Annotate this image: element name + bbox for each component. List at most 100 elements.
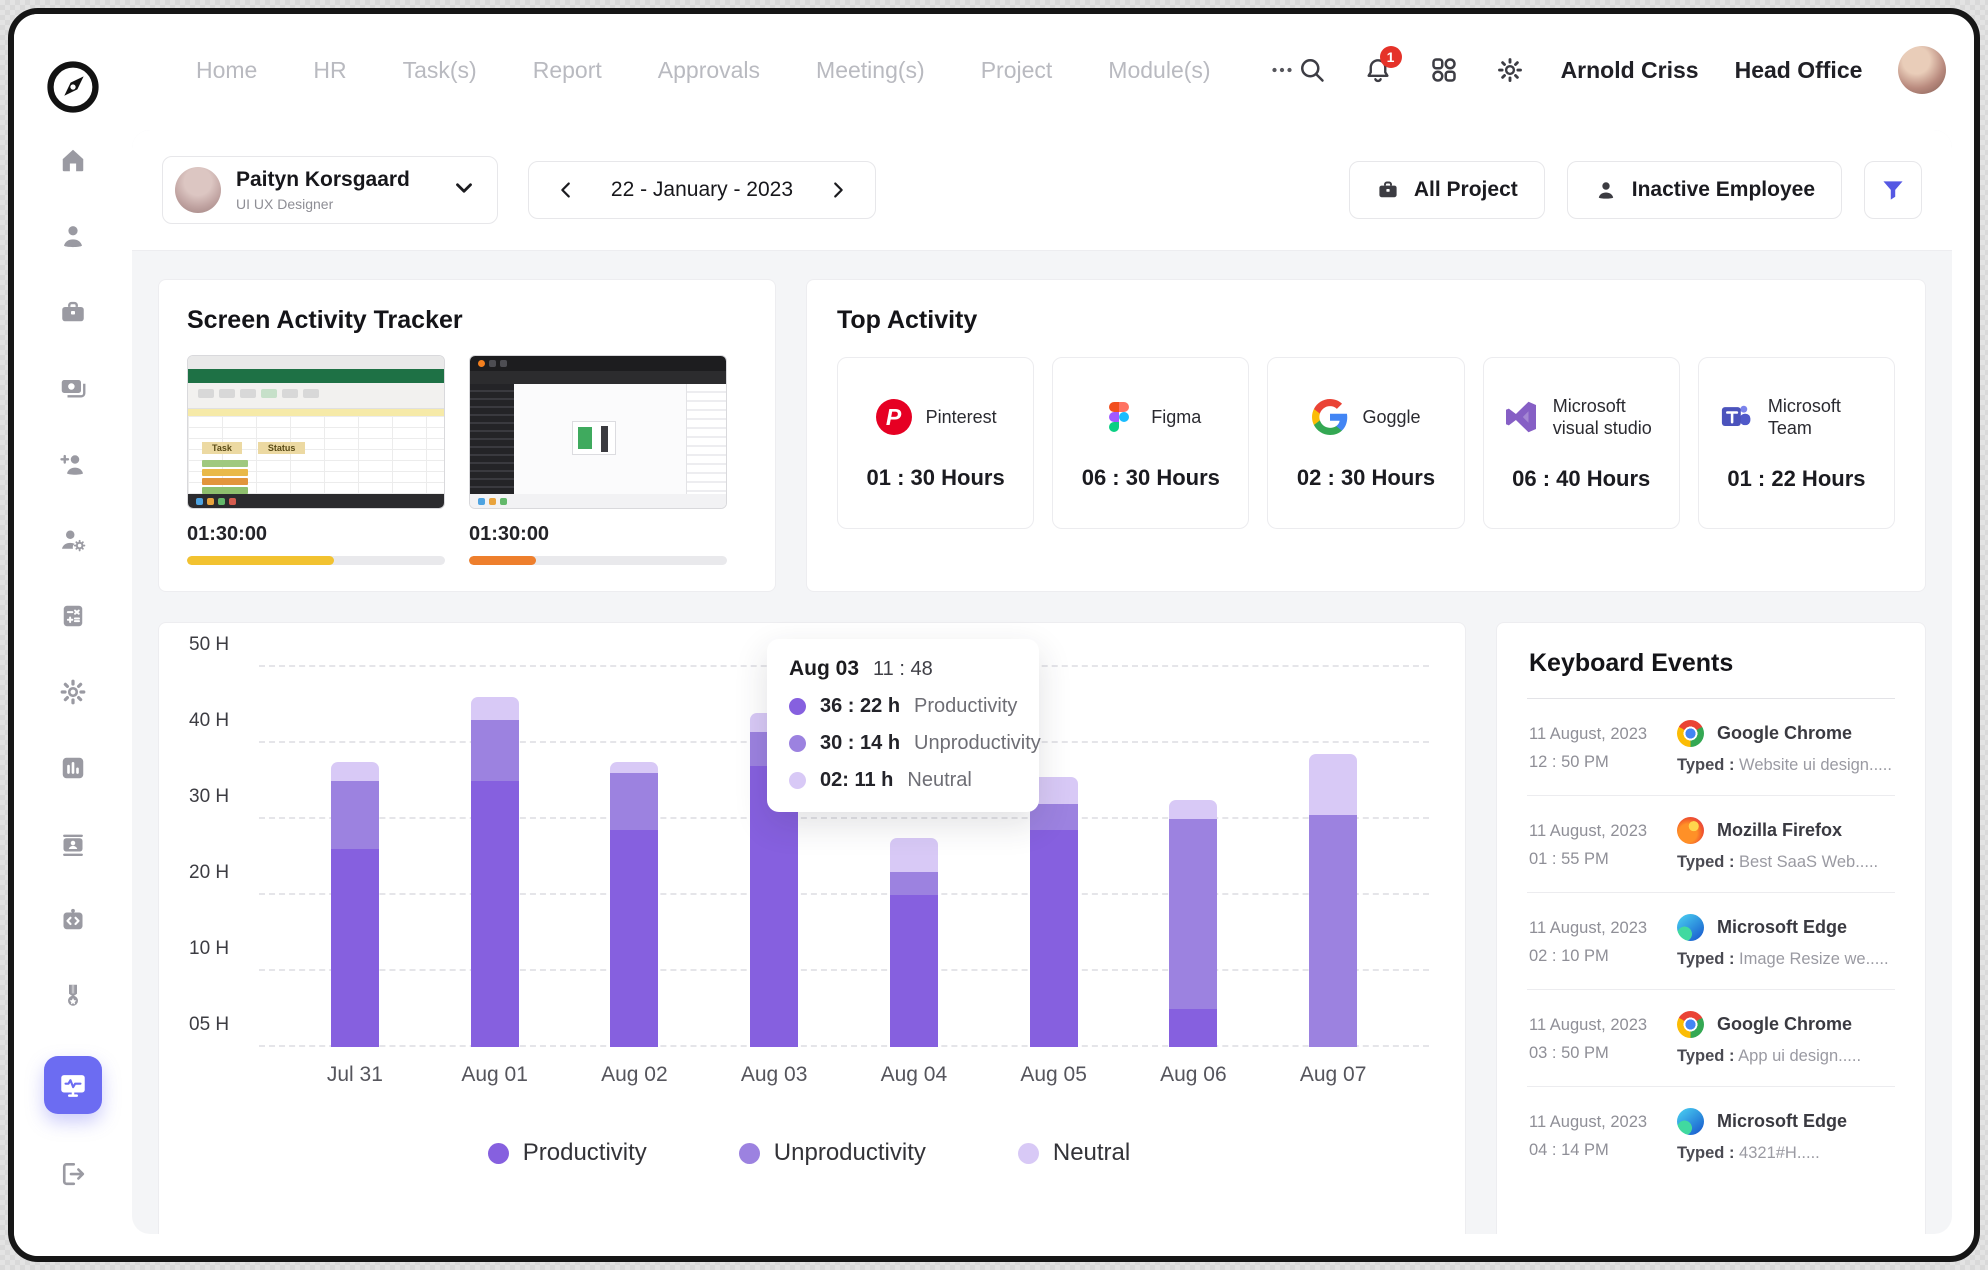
top-activity-app-figma[interactable]: Figma 06 : 30 Hours	[1052, 357, 1250, 529]
logout-icon	[58, 1159, 88, 1189]
nav-item-hr[interactable]: HR	[313, 56, 347, 83]
rewards-icon	[58, 981, 88, 1011]
recording-duration: 01:30:00	[187, 523, 268, 545]
notifications-bell-icon[interactable]: 1	[1363, 46, 1402, 85]
nav-item-tasks[interactable]: Task(s)	[402, 56, 477, 83]
nav-item-meetings[interactable]: Meeting(s)	[816, 56, 925, 83]
settings-gear-icon[interactable]	[1495, 55, 1525, 85]
event-typed-text: Typed : App ui design.....	[1677, 1047, 1862, 1066]
y-axis-tick: 50 H	[189, 634, 230, 655]
office-selector[interactable]: Head Office	[1734, 56, 1863, 83]
bar-aug-05[interactable]	[1029, 777, 1078, 1047]
excel-screenshot-thumbnail[interactable]: Task Status	[187, 355, 445, 509]
y-axis-tick: 20 H	[189, 862, 230, 883]
sidebar-item-settings[interactable]	[57, 676, 89, 708]
nav-item-report[interactable]: Report	[532, 56, 602, 83]
top-activity-app-teams[interactable]: Microsoft Team 01 : 22 Hours	[1697, 357, 1896, 529]
app-logo-compass-icon[interactable]	[44, 58, 102, 116]
segment-unproductivity	[1029, 803, 1078, 831]
sidebar-item-payments[interactable]	[57, 372, 89, 404]
bar-aug-07[interactable]	[1309, 754, 1358, 1047]
segment-productivity	[330, 849, 379, 1047]
nav-item-approvals[interactable]: Approvals	[657, 56, 761, 83]
search-icon[interactable]	[1297, 55, 1327, 85]
sidebar-item-employee[interactable]	[57, 220, 89, 252]
inactive-employee-button[interactable]: Inactive Employee	[1566, 161, 1842, 219]
top-activity-app-visualstudio[interactable]: Microsoft visual studio 06 : 40 Hours	[1482, 357, 1680, 529]
sidebar-item-calculator[interactable]	[57, 600, 89, 632]
figma-screenshot-thumbnail[interactable]	[469, 355, 727, 509]
sidebar-nav	[44, 144, 102, 1190]
more-menu-button[interactable]	[1267, 55, 1297, 85]
keyboard-event-row[interactable]: 11 August, 2023 04 : 14 PM Microsoft Edg…	[1527, 1087, 1895, 1183]
y-axis-tick: 30 H	[189, 786, 230, 807]
sidebar-item-activity-tracker[interactable]	[44, 1056, 102, 1114]
app-hours: 06 : 40 Hours	[1512, 465, 1651, 491]
next-date-chevron-right-icon[interactable]	[827, 179, 849, 201]
nav-item-modules[interactable]: Module(s)	[1108, 56, 1211, 83]
apps-grid-icon[interactable]	[1429, 55, 1459, 85]
user-name[interactable]: Arnold Criss	[1560, 56, 1699, 83]
top-activity-app-google[interactable]: Goggle 02 : 30 Hours	[1267, 357, 1465, 529]
tooltip-date: Aug 03	[789, 657, 860, 680]
chevron-down-icon[interactable]	[451, 175, 477, 206]
prev-date-chevron-left-icon[interactable]	[555, 179, 577, 201]
screenshot-excel: Task Status 01:30:00	[187, 355, 445, 565]
nav-item-project[interactable]: Project	[980, 56, 1053, 83]
legend-item-unproductivity: Unproductivity	[738, 1139, 926, 1167]
event-datetime: 11 August, 2023 01 : 55 PM	[1529, 822, 1648, 869]
sidebar-item-rewards[interactable]	[57, 980, 89, 1012]
keyboard-event-row[interactable]: 11 August, 2023 02 : 10 PM Microsoft Edg…	[1527, 893, 1895, 991]
keyboard-event-row[interactable]: 11 August, 2023 01 : 55 PM Mozilla Firef…	[1527, 796, 1895, 894]
all-project-button[interactable]: All Project	[1348, 161, 1545, 219]
add-employee-icon	[58, 449, 88, 479]
employee-selector[interactable]: Paityn Korsgaard UI UX Designer	[162, 156, 498, 224]
sidebar-item-employee-settings[interactable]	[57, 524, 89, 556]
divider	[1527, 698, 1895, 699]
sidebar-item-briefcase[interactable]	[57, 296, 89, 328]
recording-progress-bar	[187, 556, 445, 565]
segment-unproductivity	[610, 773, 659, 831]
date-label: 22 - January - 2023	[610, 178, 793, 201]
visual-studio-icon	[1505, 401, 1536, 433]
bar-aug-04[interactable]	[889, 838, 938, 1047]
bar-aug-01[interactable]	[470, 697, 519, 1047]
sidebar-item-dev-code[interactable]	[57, 904, 89, 936]
figma-icon	[1109, 402, 1130, 432]
keyboard-event-row[interactable]: 11 August, 2023 03 : 50 PM Google Chrome…	[1527, 990, 1895, 1088]
keyboard-event-row[interactable]: 11 August, 2023 12 : 50 PM Google Chrome…	[1527, 699, 1895, 797]
event-datetime: 11 August, 2023 04 : 14 PM	[1529, 1113, 1648, 1160]
top-activity-title: Top Activity	[837, 306, 978, 334]
legend-item-neutral: Neutral	[1017, 1139, 1130, 1167]
reports-icon	[58, 753, 88, 783]
app-hours: 01 : 30 Hours	[866, 465, 1005, 490]
sidebar-item-logout[interactable]	[57, 1158, 89, 1190]
event-app-name: Google Chrome	[1717, 1014, 1853, 1035]
filter-button[interactable]	[1864, 161, 1922, 219]
sidebar-item-home[interactable]	[57, 144, 89, 176]
payments-icon	[58, 373, 88, 403]
nav-item-home[interactable]: Home	[196, 56, 258, 83]
gridline	[259, 1045, 1429, 1047]
event-datetime: 11 August, 2023 02 : 10 PM	[1529, 919, 1648, 966]
recording-duration: 01:30:00	[469, 523, 550, 545]
segment-neutral	[470, 697, 519, 721]
bar-aug-06[interactable]	[1169, 800, 1218, 1047]
sidebar-item-id-card[interactable]	[57, 828, 89, 860]
employee-icon	[58, 221, 88, 251]
pinterest-icon: P	[875, 399, 912, 435]
user-avatar[interactable]	[1898, 46, 1947, 94]
bars-container	[259, 667, 1429, 1047]
briefcase-icon	[58, 297, 88, 327]
top-nav: Home HR Task(s) Report Approvals Meeting(s) Pr…	[132, 14, 1974, 126]
employee-role: UI UX Designer	[236, 196, 334, 212]
top-activity-apps: P Pinterest 01 : 30 Hours Figma 06 : 30 …	[837, 357, 1896, 529]
top-activity-app-pinterest[interactable]: P Pinterest 01 : 30 Hours	[837, 357, 1035, 529]
sidebar-item-add-employee[interactable]	[57, 448, 89, 480]
bar-jul-31[interactable]	[330, 762, 379, 1047]
main-column: Home HR Task(s) Report Approvals Meeting(s) Pr…	[132, 14, 1974, 1256]
sidebar-item-reports[interactable]	[57, 752, 89, 784]
bar-aug-02[interactable]	[610, 762, 659, 1047]
segment-neutral	[330, 762, 379, 782]
x-axis-label: Aug 02	[601, 1063, 668, 1086]
